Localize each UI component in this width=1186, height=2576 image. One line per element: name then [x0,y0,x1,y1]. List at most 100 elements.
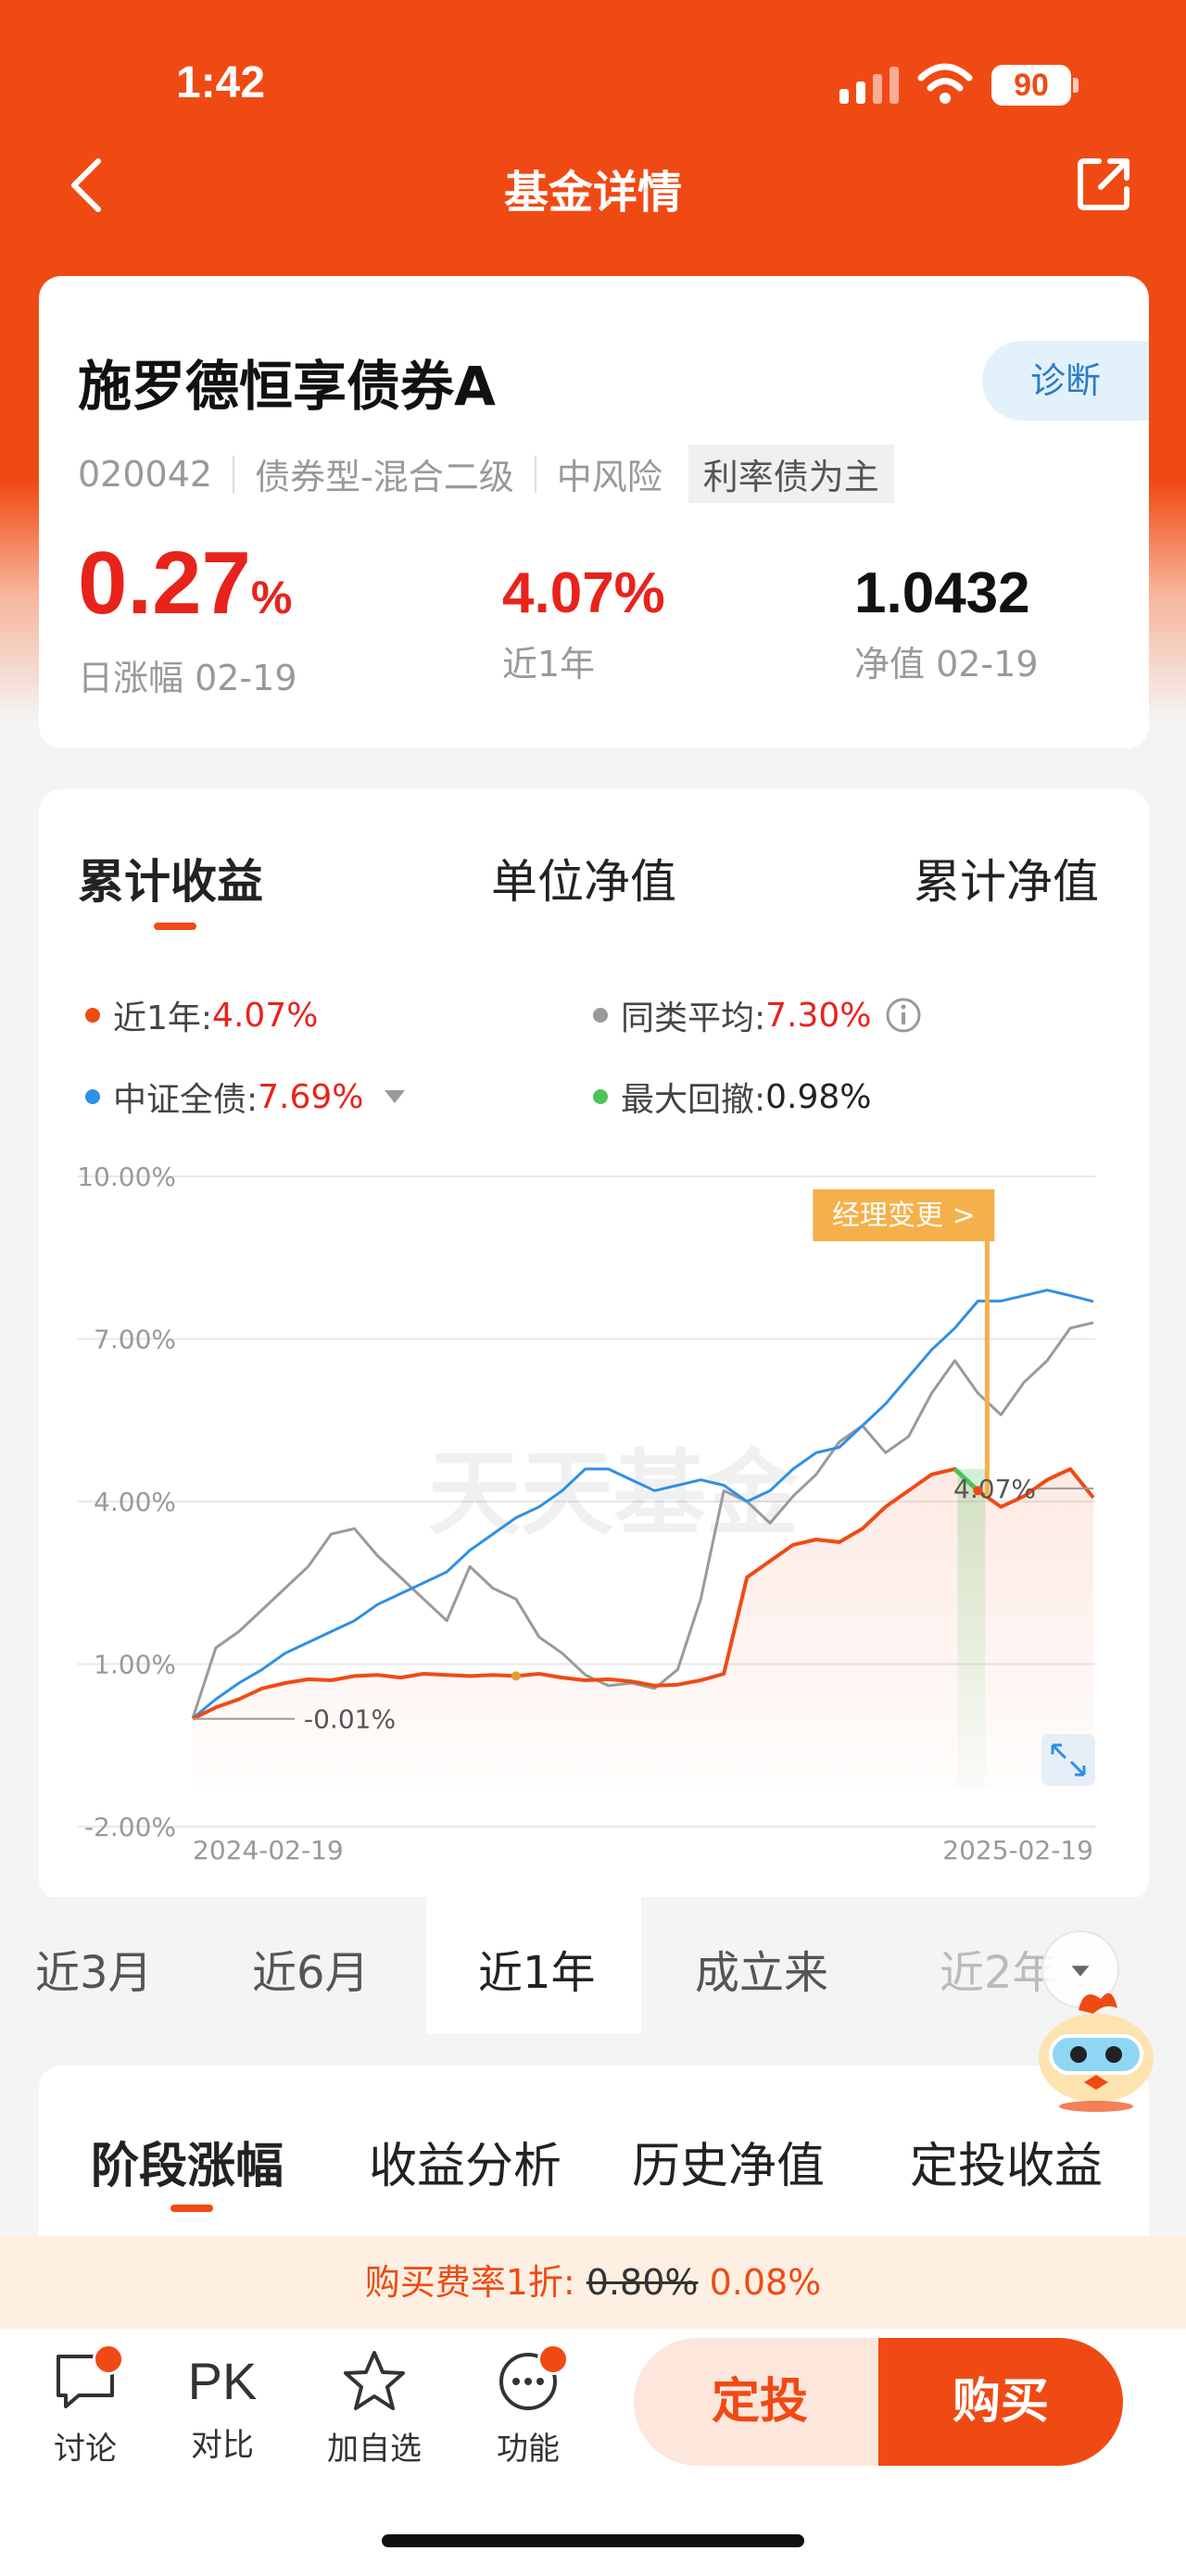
period-1y[interactable]: 近1年 [478,1947,596,1999]
chart-series [191,1288,1095,1721]
status-bar: 1:42 90 [0,0,1186,167]
tab-return-analysis[interactable]: 收益分析 [369,2139,562,2194]
legend-dot [593,1089,608,1104]
nav-label: 净值 02-19 [854,644,1039,685]
start-value-label: -0.01% [304,1704,396,1735]
back-icon[interactable] [65,156,111,215]
diagnose-button[interactable]: 诊断 [982,341,1149,421]
signal-icon [839,67,899,104]
year-return-label: 近1年 [502,644,596,685]
divider [534,455,536,493]
y-tick-label: 7.00% [94,1325,176,1355]
series-line-同类平均 [191,1321,1094,1719]
status-time: 1:42 [176,58,266,107]
period-6m[interactable]: 近6月 [252,1947,370,1999]
legend-value: 0.98% [765,1077,872,1116]
sip-button[interactable]: 定投 [634,2338,886,2466]
page-title: 基金详情 [503,167,682,219]
daily-change-unit: % [250,572,293,623]
chevron-down-icon [1071,1966,1090,1977]
legend-value: 7.69% [258,1077,364,1116]
chevron-down-icon[interactable] [384,1090,405,1103]
legend-label: 近1年: [113,999,213,1037]
watchlist-label: 加自选 [327,2431,422,2468]
end-value-label: 4.07% [953,1474,1036,1504]
discuss-label: 讨论 [54,2431,117,2468]
star-icon [344,2351,405,2410]
nav-bar: 基金详情 [0,139,1186,232]
wifi-icon [917,63,973,104]
manager-change-label: 经理变更 > [832,1200,976,1232]
add-watchlist-button[interactable]: 加自选 [319,2347,430,2469]
home-indicator [382,2534,804,2547]
daily-change-label: 日涨幅 02-19 [78,658,297,698]
period-since-inception[interactable]: 成立来 [695,1947,829,1999]
y-tick-label: 4.00% [94,1487,176,1517]
pk-icon: PK [187,2352,258,2410]
tab-cumulative-return[interactable]: 累计收益 [78,855,263,909]
bottom-action-bar: 讨论 PK 对比 加自选 功能 定投 购买 [0,2329,1186,2576]
chart-card: 累计收益 单位净值 累计净值 近1年: 4.07% 同类平均: 7.30% 中证… [39,789,1149,1901]
period-selector: 近3月 近6月 近1年 成立来 近2年 [0,1897,1186,2034]
fee-prefix: 购买费率1折: [364,2262,587,2303]
fee-discounted: 0.08% [698,2262,822,2303]
y-tick-label: -2.00% [84,1812,176,1842]
year-return-metric: 4.07% 近1年 [502,558,665,686]
legend-dot [593,1008,608,1023]
share-icon[interactable] [1077,156,1132,211]
legend-label: 中证全债: [113,1081,259,1119]
tab-stage-gain[interactable]: 阶段涨幅 [91,2139,284,2194]
legend-dot [85,1008,100,1023]
fund-summary-card: 施罗德恒享债券A 诊断 020042 债券型-混合二级 中风险 利率债为主 0.… [39,276,1149,748]
series-line-近1年 [192,1466,1095,1721]
chart-tabs: 累计收益 单位净值 累计净值 [39,845,1149,937]
legend-max-drawdown: 最大回撤: 0.98% [593,1073,872,1121]
fund-risk: 中风险 [556,457,662,497]
fund-name: 施罗德恒享债券A [78,355,496,418]
legend-category-average: 同类平均: 7.30% [593,991,922,1039]
chart-watermark: 天天基金 [428,1439,800,1548]
y-tick-label: 1.00% [94,1650,176,1680]
legend-value: 7.30% [765,996,872,1035]
tab-unit-nav[interactable]: 单位净值 [491,855,676,909]
drawdown-segment [953,1467,980,1493]
battery-tip [1073,78,1079,93]
functions-button[interactable]: 功能 [473,2347,584,2469]
legend-label: 最大回撤: [621,1081,766,1119]
tab-cumulative-nav[interactable]: 累计净值 [914,855,1099,909]
legend-fund: 近1年: 4.07% [85,991,318,1039]
compare-label: 对比 [191,2427,254,2464]
fund-tag: 利率债为主 [688,445,894,503]
fund-type: 债券型-混合二级 [255,457,514,497]
battery-indicator: 90 [991,65,1071,106]
discuss-button[interactable]: 讨论 [30,2347,141,2469]
manager-change-tag [813,1189,995,1241]
period-2y[interactable]: 近2年 [940,1947,1057,1999]
nav-value: 1.0432 [854,561,1030,625]
chart-marks: 经理变更 > -0.01% 4.07% [193,1189,1093,1735]
return-chart[interactable]: 10.00% 7.00% 4.00% 1.00% -2.00% 天天基金 经理变更 > -… [39,789,1149,1901]
legend-benchmark[interactable]: 中证全债: 7.69% [85,1073,405,1121]
more-dots-icon [499,2353,557,2410]
functions-label: 功能 [497,2431,560,2468]
tab-underline [170,2205,213,2212]
tab-history-nav[interactable]: 历史净值 [632,2139,826,2194]
buy-button[interactable]: 购买 [878,2338,1123,2466]
fund-meta: 020042 债券型-混合二级 中风险 利率债为主 [78,445,894,503]
tab-sip-return[interactable]: 定投收益 [910,2139,1104,2194]
compare-button[interactable]: PK 对比 [167,2347,278,2465]
divider [233,455,235,493]
x-label-end: 2025-02-19 [942,1835,1093,1866]
fee-original: 0.80% [586,2262,699,2303]
daily-change-metric: 0.27% 日涨幅 02-19 [78,537,297,700]
notification-badge [93,2344,124,2375]
fund-area [193,1468,1093,1790]
section-tabs: 阶段涨幅 收益分析 历史净值 定投收益 [39,2066,1149,2269]
chart-area [193,1468,1093,1790]
period-3m[interactable]: 近3月 [35,1947,153,1999]
mascot-icon[interactable] [1027,1982,1166,2112]
legend-dot [85,1089,100,1104]
info-icon[interactable] [885,997,922,1034]
fullscreen-button[interactable] [1041,1734,1095,1786]
notification-badge [537,2344,569,2375]
